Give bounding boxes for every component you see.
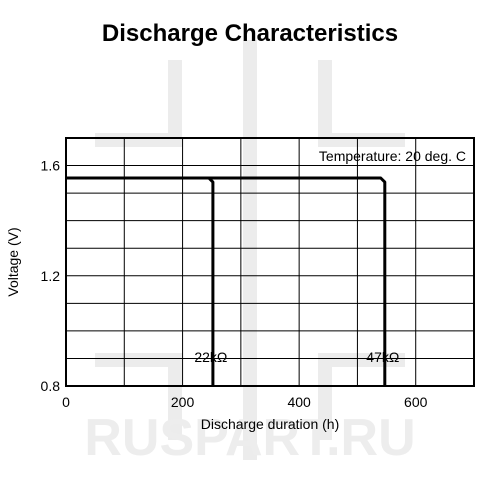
y-tick-label: 1.6 [41,158,61,174]
chart-title: Discharge Characteristics [101,20,399,47]
y-tick-label: 0.8 [41,378,61,394]
x-tick-label: 0 [62,394,70,410]
ticks-group: 0 200 400 600 0.8 1.2 1.6 [41,158,428,410]
series-label-1: 22kΩ [194,349,227,365]
y-tick-label: 1.2 [41,268,61,284]
x-tick-label: 400 [287,394,311,410]
x-tick-label: 200 [171,394,195,410]
plot-frame [65,137,475,387]
series-label-2: 47kΩ [366,349,399,365]
y-axis-label: Voltage (V) [5,227,21,296]
x-tick-label: 600 [404,394,428,410]
series-group: 22kΩ 47kΩ [66,176,399,386]
temperature-annotation: Temperature: 20 deg. C [319,148,466,164]
series-line-2 [66,176,387,386]
watermark-text: RUSPART.RU [84,409,415,467]
x-axis-label: Discharge duration (h) [201,416,340,432]
series-line-1 [66,176,215,386]
grid [66,138,474,386]
